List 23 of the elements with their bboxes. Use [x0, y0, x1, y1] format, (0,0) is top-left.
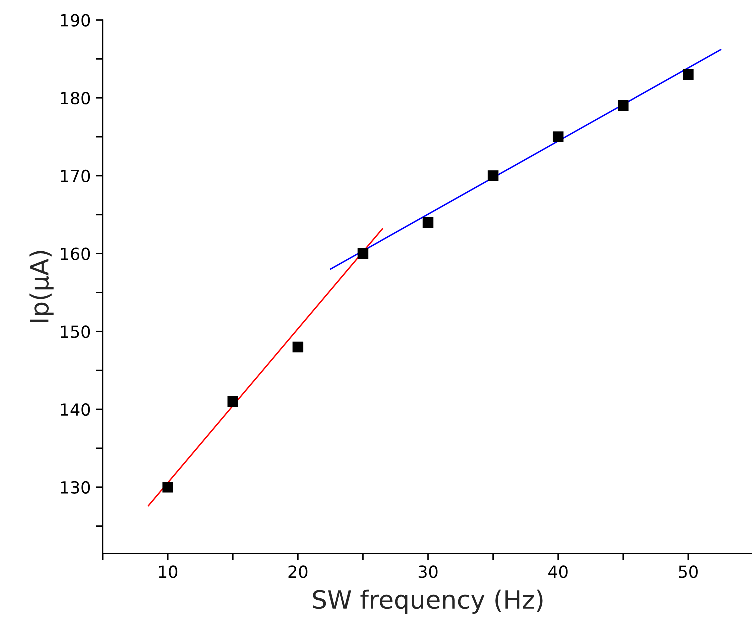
- point: [552, 132, 564, 142]
- y-tick-label: 160: [61, 248, 90, 260]
- point: [422, 217, 434, 228]
- x-tick-label: 40: [548, 566, 568, 578]
- y-tick-label: 180: [61, 92, 90, 105]
- y-tick-label: 150: [61, 326, 90, 338]
- y-tick-label: 170: [61, 170, 90, 183]
- y-axis-title: Ip(μA): [30, 251, 54, 322]
- x-axis-title: SW frequency (Hz): [313, 590, 543, 614]
- point: [683, 69, 694, 80]
- point: [358, 248, 369, 260]
- y-tick-label: 130: [61, 481, 90, 494]
- x-tick-label: 10: [159, 566, 178, 578]
- x-tick-label: 20: [288, 566, 308, 578]
- x-tick-label: 30: [418, 566, 438, 578]
- point: [292, 342, 304, 353]
- y-tick-label: 140: [61, 403, 90, 416]
- point: [228, 396, 238, 408]
- point: [618, 100, 629, 112]
- y-tick-label: 190: [61, 14, 90, 27]
- point: [488, 170, 499, 182]
- x-tick-label: 50: [679, 566, 698, 578]
- point: [162, 482, 174, 493]
